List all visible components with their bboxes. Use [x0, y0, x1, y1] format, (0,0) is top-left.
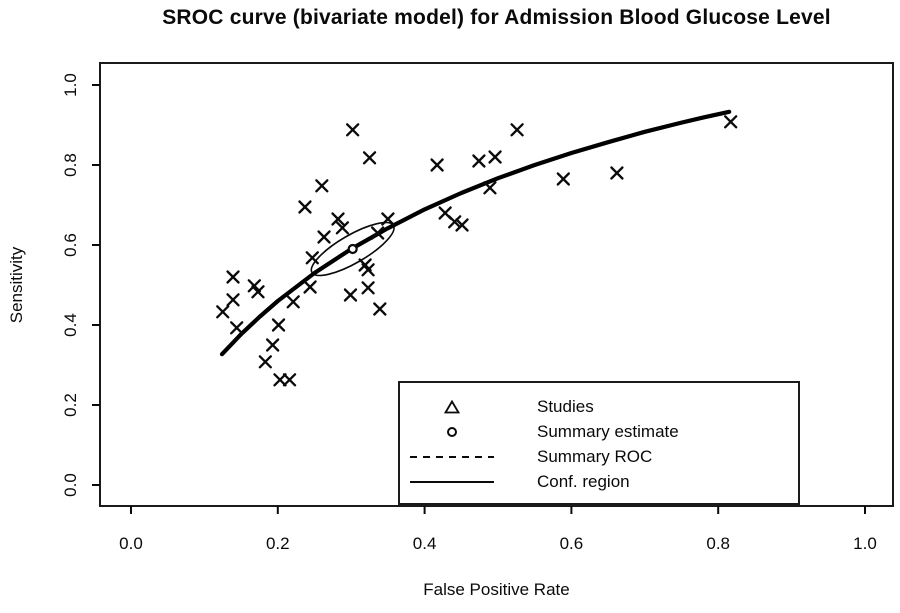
study-point-marker	[335, 221, 350, 235]
study-point-marker	[305, 251, 319, 265]
triangle-icon-svg	[443, 399, 461, 413]
study-point-marker	[230, 321, 244, 335]
legend-item-summary-estimate: Summary estimate	[400, 419, 798, 444]
study-point-marker	[286, 295, 300, 309]
x-axis-title: False Positive Rate	[423, 580, 570, 599]
study-point-marker	[266, 338, 280, 352]
x-tick-label: 1.0	[853, 534, 877, 553]
study-point-marker	[298, 200, 312, 214]
x-tick-label: 0.2	[266, 534, 290, 553]
study-point-marker	[226, 270, 240, 284]
study-point-marker	[361, 263, 375, 277]
study-point-marker	[362, 151, 377, 165]
study-point-marker	[346, 123, 360, 137]
y-tick-label: 0.6	[61, 233, 80, 257]
x-tick-label: 0.0	[119, 534, 143, 553]
x-tick-label: 0.4	[413, 534, 437, 553]
study-point-marker	[430, 158, 444, 172]
chart-title: SROC curve (bivariate model) for Admissi…	[162, 6, 831, 29]
study-point-marker	[216, 305, 230, 319]
legend-item-conf-region: Conf. region	[400, 469, 798, 494]
study-point-marker	[381, 212, 395, 226]
study-point-marker	[331, 212, 345, 226]
study-point-marker	[483, 181, 497, 195]
study-point-marker	[488, 150, 502, 164]
y-tick-label: 0.4	[61, 313, 80, 337]
summary-roc-curve	[219, 109, 732, 357]
solid-line-icon	[400, 472, 504, 492]
study-point-marker	[610, 166, 624, 180]
x-tick-label: 0.6	[560, 534, 584, 553]
study-point-marker	[343, 288, 358, 302]
study-point-marker	[247, 279, 261, 293]
study-point-marker	[361, 281, 375, 295]
y-axis-title: Sensitivity	[7, 246, 26, 324]
study-point-marker	[317, 230, 331, 244]
dashed-line-icon-svg	[410, 455, 494, 458]
circle-icon	[400, 422, 504, 442]
legend-item-summary-roc: Summary ROC	[400, 444, 798, 469]
study-point-marker	[448, 215, 462, 229]
legend-label-studies: Studies	[537, 396, 594, 416]
solid-line-icon-svg	[410, 480, 494, 483]
study-point-marker	[226, 293, 240, 307]
y-tick-label: 0.2	[61, 393, 80, 417]
study-point-marker	[303, 280, 317, 294]
study-point-marker	[556, 172, 570, 186]
study-point-marker	[472, 154, 486, 168]
legend-item-studies: Studies	[400, 394, 798, 419]
legend-label-summary-roc: Summary ROC	[537, 446, 653, 466]
legend-label-summary-estimate: Summary estimate	[537, 421, 679, 441]
plot-frame	[99, 62, 894, 507]
legend-box: Studies Summary estimate Summary ROC	[398, 381, 800, 505]
study-point-marker	[251, 285, 265, 299]
study-point-marker	[315, 179, 329, 193]
triangle-icon	[400, 397, 504, 417]
y-tick-label: 0.0	[61, 473, 80, 497]
study-point-marker	[455, 218, 469, 232]
study-point-marker	[258, 355, 272, 369]
dashed-line-icon	[400, 447, 504, 467]
study-point-marker	[282, 373, 297, 387]
study-point-marker	[510, 123, 524, 137]
x-tick-label: 0.8	[706, 534, 730, 553]
study-point-marker	[271, 318, 286, 332]
y-tick-label: 1.0	[61, 73, 80, 97]
study-point-marker	[370, 226, 385, 240]
summary-estimate-marker	[347, 243, 358, 255]
study-point-marker	[273, 373, 287, 387]
circle-icon-svg	[447, 426, 457, 437]
y-tick-label: 0.8	[61, 153, 80, 177]
legend-label-conf-region: Conf. region	[537, 471, 630, 491]
study-point-marker	[373, 302, 387, 316]
study-point-marker	[724, 115, 738, 129]
